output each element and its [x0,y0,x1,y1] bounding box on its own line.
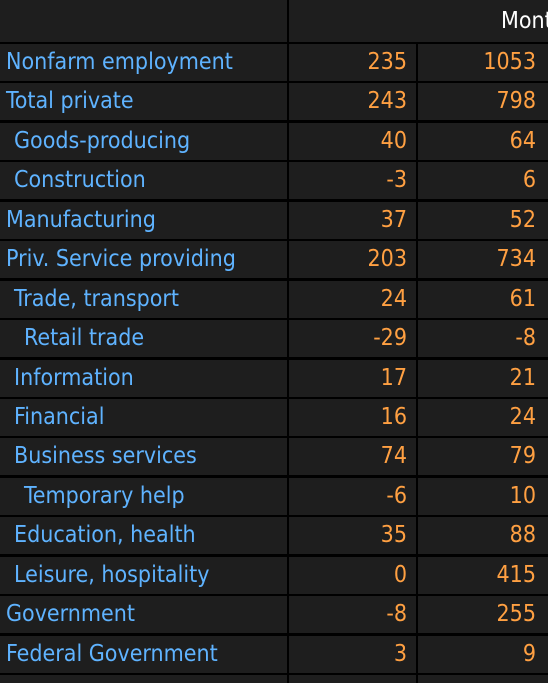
table-row[interactable]: Total private 243 798 [0,83,548,120]
row-value-1: 3 [289,636,416,673]
row-value-1: 74 [289,438,416,475]
table-row[interactable]: Information 17 21 [0,360,548,397]
table-footer [0,675,548,683]
table-row[interactable]: Business services 74 79 [0,438,548,475]
table-row[interactable]: Priv. Service providing 203 734 [0,241,548,278]
row-label: Business services [0,438,287,475]
row-value-2: -8 [418,320,548,357]
row-label: Trade, transport [0,281,287,318]
row-value-2: 24 [418,399,548,436]
row-value-2: 1053 [418,44,548,81]
footer-label-cell [0,675,287,683]
row-value-2: 734 [418,241,548,278]
row-value-1: 24 [289,281,416,318]
row-value-1: -29 [289,320,416,357]
header-label-cell [0,0,287,42]
table-row[interactable]: Construction -3 6 [0,162,548,199]
row-value-2: 64 [418,123,548,160]
row-value-1: 40 [289,123,416,160]
row-label: Goods-producing [0,123,287,160]
row-label: Priv. Service providing [0,241,287,278]
row-value-1: -8 [289,596,416,633]
header-months-label: Montl [501,8,548,34]
row-value-1: 37 [289,202,416,239]
row-value-2: 52 [418,202,548,239]
table-row[interactable]: Government -8 255 [0,596,548,633]
row-label: Retail trade [0,320,287,357]
table-row[interactable]: Manufacturing 37 52 [0,202,548,239]
row-label: Temporary help [0,478,287,515]
row-value-2: 88 [418,517,548,554]
table-row[interactable]: Retail trade -29 -8 [0,320,548,357]
table-row[interactable]: Goods-producing 40 64 [0,123,548,160]
row-value-2: 415 [418,557,548,594]
row-label: Nonfarm employment [0,44,287,81]
header-months-cell[interactable]: Montl [289,0,548,42]
row-label: Construction [0,162,287,199]
row-value-1: 243 [289,83,416,120]
row-value-1: 235 [289,44,416,81]
row-value-1: 16 [289,399,416,436]
row-value-2: 9 [418,636,548,673]
row-label: Leisure, hospitality [0,557,287,594]
row-value-2: 61 [418,281,548,318]
table-row[interactable]: Nonfarm employment 235 1053 [0,44,548,81]
table-row[interactable]: Education, health 35 88 [0,517,548,554]
row-label: Federal Government [0,636,287,673]
row-value-1: 17 [289,360,416,397]
table-row[interactable]: Temporary help -6 10 [0,478,548,515]
row-value-2: 6 [418,162,548,199]
row-value-1: 203 [289,241,416,278]
row-label: Government [0,596,287,633]
row-value-2: 798 [418,83,548,120]
table-row[interactable]: Leisure, hospitality 0 415 [0,557,548,594]
row-value-1: -6 [289,478,416,515]
row-label: Total private [0,83,287,120]
table-header: Montl [0,0,548,42]
row-label: Information [0,360,287,397]
row-value-2: 10 [418,478,548,515]
row-label: Financial [0,399,287,436]
footer-value-cell-1 [289,675,416,683]
table-row[interactable]: Federal Government 3 9 [0,636,548,673]
row-label: Manufacturing [0,202,287,239]
table-row[interactable]: Trade, transport 24 61 [0,281,548,318]
row-value-1: 0 [289,557,416,594]
footer-value-cell-2 [418,675,548,683]
row-value-2: 79 [418,438,548,475]
row-value-1: -3 [289,162,416,199]
row-value-2: 21 [418,360,548,397]
row-value-1: 35 [289,517,416,554]
row-label: Education, health [0,517,287,554]
row-value-2: 255 [418,596,548,633]
table-row[interactable]: Financial 16 24 [0,399,548,436]
